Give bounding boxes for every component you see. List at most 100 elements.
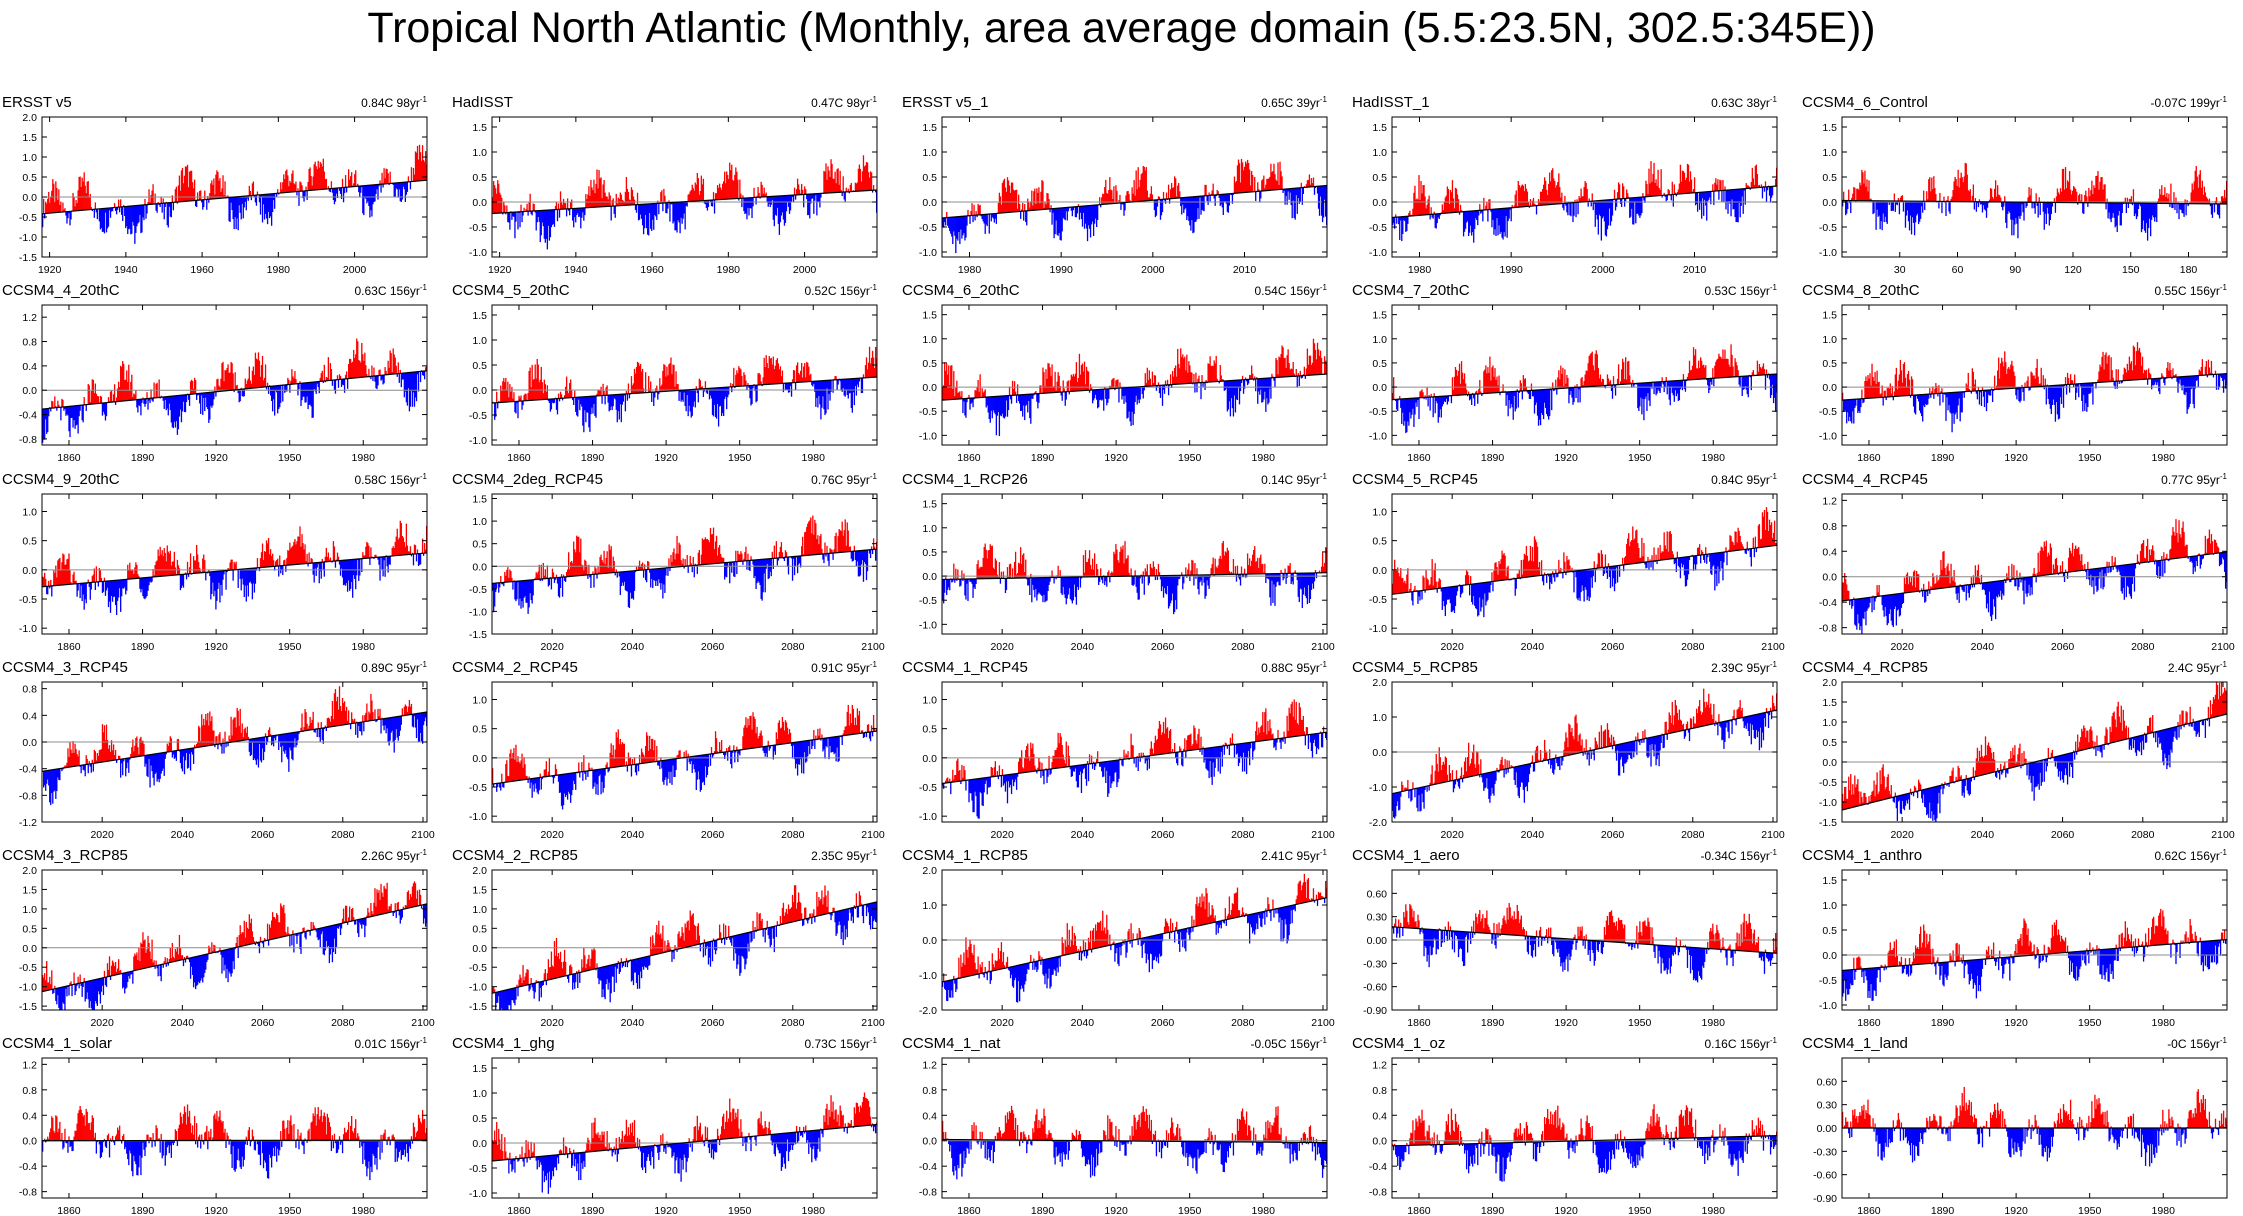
anomaly-bar <box>511 212 513 220</box>
anomaly-bar <box>578 397 580 400</box>
anomaly-bar <box>1920 394 1922 414</box>
anomaly-bar <box>1014 190 1017 212</box>
anomaly-bar <box>541 210 543 223</box>
trend-line <box>1841 199 2228 205</box>
anomaly-bar <box>1654 382 1656 388</box>
anomaly-bar <box>240 569 242 591</box>
anomaly-bar <box>581 564 583 576</box>
anomaly-bar <box>1031 190 1033 211</box>
anomaly-bar <box>1595 350 1597 387</box>
anomaly-bar <box>1920 201 1922 219</box>
anomaly-bar <box>87 579 89 583</box>
anomaly-bar <box>1127 190 1129 203</box>
anomaly-bar <box>495 188 497 214</box>
anomaly-bar <box>273 560 275 567</box>
anomaly-bar <box>628 393 631 399</box>
anomaly-bar <box>975 211 977 216</box>
anomaly-bar <box>1416 398 1418 407</box>
anomaly-bar <box>321 558 323 563</box>
anomaly-bar <box>1005 395 1008 401</box>
anomaly-bar <box>1847 399 1849 413</box>
anomaly-bar <box>1150 186 1153 201</box>
anomaly-bar <box>551 568 554 579</box>
anomaly-bar <box>383 168 385 184</box>
anomaly-bar <box>1060 207 1062 241</box>
anomaly-bar <box>756 195 758 198</box>
anomaly-bar <box>303 190 305 202</box>
anomaly-bar <box>125 579 127 595</box>
anomaly-bar <box>260 365 263 388</box>
anomaly-bar <box>738 198 740 201</box>
anomaly-bar <box>1216 378 1218 382</box>
anomaly-bar <box>823 553 825 564</box>
anomaly-bar <box>644 372 647 393</box>
anomaly-bar <box>1883 200 1885 223</box>
anomaly-bar <box>1111 190 1113 204</box>
anomaly-bar <box>73 405 75 421</box>
anomaly-bar <box>1986 201 1989 208</box>
anomaly-bar <box>332 188 335 200</box>
anomaly-bar <box>737 373 739 387</box>
anomaly-bar <box>134 567 136 579</box>
anomaly-bar <box>50 579 52 587</box>
trend-label: -0.07C 199yr-1 <box>2151 95 2228 110</box>
anomaly-bar <box>1523 191 1526 207</box>
anomaly-bar <box>577 208 579 214</box>
anomaly-bar <box>1204 184 1206 196</box>
anomaly-bar <box>2108 355 2110 382</box>
anomaly-bar <box>1422 185 1424 216</box>
anomaly-bar <box>1092 205 1095 236</box>
anomaly-bar <box>2133 203 2136 217</box>
anomaly-bar <box>114 207 117 212</box>
anomaly-bar <box>616 394 618 423</box>
anomaly-bar <box>578 536 580 576</box>
anomaly-bar <box>371 365 373 377</box>
anomaly-bar <box>1732 366 1734 377</box>
anomaly-bar <box>43 577 45 587</box>
anomaly-bar <box>2166 192 2168 204</box>
anomaly-bar <box>251 183 254 196</box>
anomaly-bar <box>1135 386 1137 396</box>
anomaly-bar <box>1868 378 1870 399</box>
anomaly-bar <box>324 380 326 383</box>
anomaly-bar <box>1966 174 1968 202</box>
anomaly-bar <box>584 559 586 576</box>
anomaly-bar <box>1151 371 1154 386</box>
anomaly-bar <box>1262 179 1264 191</box>
anomaly-bar <box>1951 196 1953 202</box>
anomaly-bar <box>689 191 691 202</box>
anomaly-bar <box>497 180 499 214</box>
anomaly-bar <box>1261 378 1263 403</box>
anomaly-bar <box>1900 196 1903 202</box>
anomaly-bar <box>377 375 379 386</box>
anomaly-bar <box>798 374 801 383</box>
anomaly-bar <box>396 182 398 190</box>
anomaly-bar <box>2098 189 2100 203</box>
anomaly-bar <box>661 190 663 204</box>
anomaly-bar <box>1508 391 1510 401</box>
trend-line <box>1391 373 1778 401</box>
anomaly-bar <box>538 382 540 400</box>
anomaly-bar <box>961 391 963 399</box>
anomaly-bar <box>972 398 974 408</box>
anomaly-bar <box>1512 391 1514 420</box>
anomaly-bar <box>348 358 351 379</box>
anomaly-bar <box>2118 203 2120 211</box>
anomaly-bar <box>1747 375 1749 398</box>
anomaly-bar <box>1509 391 1511 409</box>
anomaly-bar <box>807 194 809 216</box>
anomaly-bar <box>1061 391 1063 401</box>
anomaly-bar <box>223 570 225 575</box>
anomaly-bar <box>705 200 708 208</box>
anomaly-bar <box>2043 202 2045 230</box>
anomaly-bar <box>1424 196 1426 215</box>
anomaly-bar <box>1414 398 1416 415</box>
anomaly-bar <box>160 554 162 577</box>
y-tick-label: 0.5 <box>1822 358 1837 370</box>
anomaly-bar <box>1752 369 1754 376</box>
anomaly-bar <box>2170 369 2172 378</box>
anomaly-bar <box>1956 392 1958 419</box>
anomaly-bar <box>2207 359 2210 375</box>
anomaly-bar <box>203 392 205 399</box>
anomaly-bar <box>761 384 763 387</box>
